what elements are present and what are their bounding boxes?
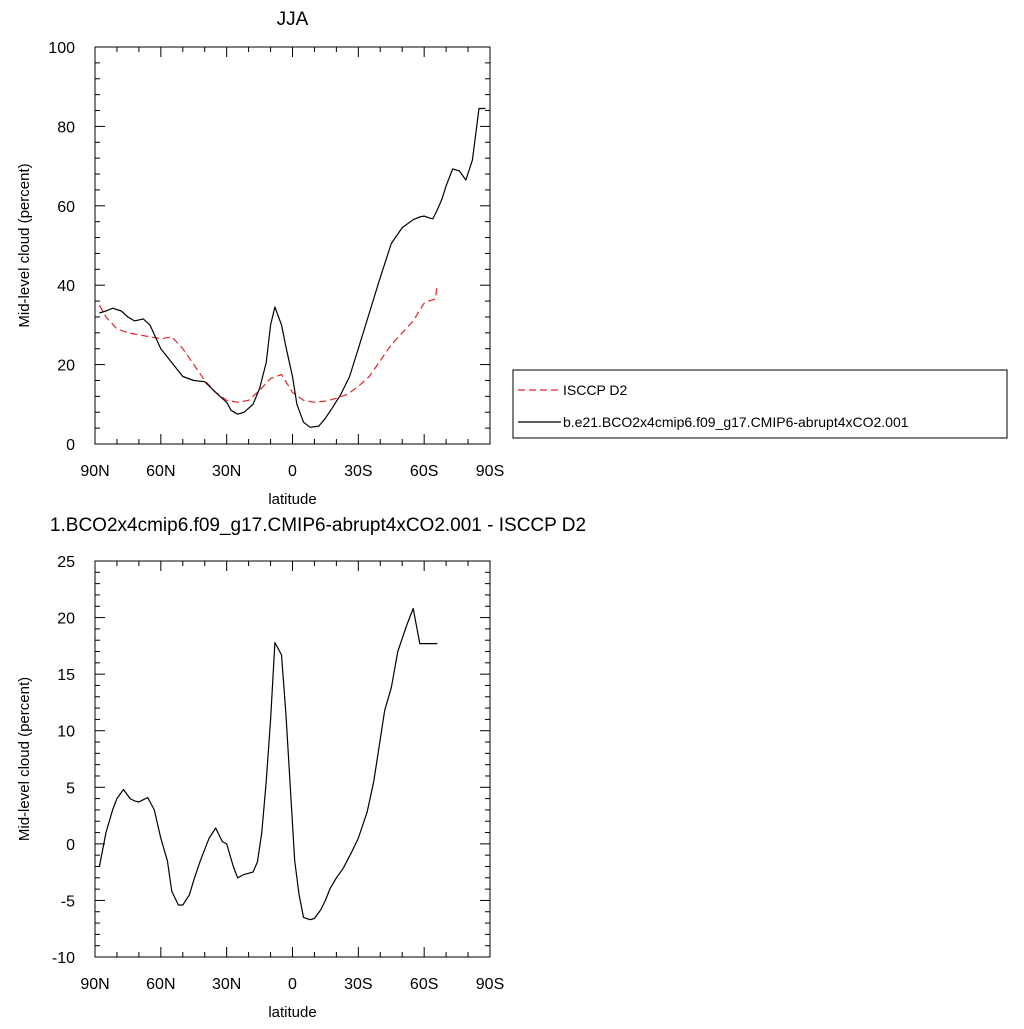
legend-label-isccp: ISCCP D2 — [563, 382, 628, 398]
bottom-series-line-0 — [98, 607, 438, 921]
x-tick-label: 0 — [288, 463, 297, 480]
top-panel: JJA latitude Mid-level cloud (percent) 9… — [16, 9, 1008, 508]
y-tick-label: -10 — [52, 950, 75, 967]
legend-label-model: b.e21.BCO2x4cmip6.f09_g17.CMIP6-abrupt4x… — [563, 414, 909, 430]
x-tick-label: 90S — [476, 463, 504, 480]
bottom-plot-frame — [94, 560, 491, 958]
x-tick-label: 60N — [146, 463, 175, 480]
x-tick-label: 30S — [344, 976, 372, 993]
bottom-axis-ticks: 90N 60N 30N 0 30S 60S 90S -10 -5 0 5 10 15 20 25 — [52, 554, 504, 993]
y-tick-label: 20 — [57, 358, 75, 375]
y-tick-label: 80 — [57, 119, 75, 136]
x-tick-label: 90N — [80, 463, 109, 480]
top-y-axis-label: Mid-level cloud (percent) — [16, 163, 33, 327]
y-tick-label: 20 — [57, 611, 75, 628]
y-tick-label: 60 — [57, 199, 75, 216]
x-tick-label: 0 — [288, 976, 297, 993]
y-tick-label: 25 — [57, 554, 75, 571]
bottom-panel: 1.BCO2x4cmip6.f09_g17.CMIP6-abrupt4xCO2.… — [16, 515, 586, 1021]
top-axis-ticks: 90N 60N 30N 0 30S 60S 90S 0 20 40 60 80 100 — [48, 40, 504, 480]
bottom-x-axis-label: latitude — [268, 1004, 316, 1021]
top-x-axis-label: latitude — [268, 491, 316, 508]
x-tick-label: 90S — [476, 976, 504, 993]
x-tick-label: 60S — [410, 976, 438, 993]
bottom-chart-title: 1.BCO2x4cmip6.f09_g17.CMIP6-abrupt4xCO2.… — [50, 515, 586, 536]
bottom-series-group — [98, 607, 438, 921]
x-tick-label: 60S — [410, 463, 438, 480]
top-series-line-1 — [99, 107, 486, 428]
y-tick-label: 15 — [57, 667, 75, 684]
x-tick-label: 30N — [212, 976, 241, 993]
y-tick-label: 40 — [57, 278, 75, 295]
top-plot-frame — [94, 46, 491, 445]
x-tick-label: 90N — [80, 976, 109, 993]
x-tick-label: 30S — [344, 463, 372, 480]
legend: ISCCP D2 b.e21.BCO2x4cmip6.f09_g17.CMIP6… — [512, 369, 1008, 439]
top-series-group — [98, 107, 486, 428]
y-tick-label: 0 — [66, 437, 75, 454]
top-chart-title: JJA — [277, 9, 309, 30]
x-tick-label: 30N — [212, 463, 241, 480]
y-tick-label: 5 — [66, 780, 75, 797]
y-tick-label: -5 — [61, 893, 75, 910]
x-tick-label: 60N — [146, 976, 175, 993]
y-tick-label: 0 — [66, 837, 75, 854]
bottom-y-axis-label: Mid-level cloud (percent) — [16, 677, 33, 841]
y-tick-label: 10 — [57, 724, 75, 741]
legend-box — [512, 369, 1008, 439]
y-tick-label: 100 — [48, 40, 75, 57]
